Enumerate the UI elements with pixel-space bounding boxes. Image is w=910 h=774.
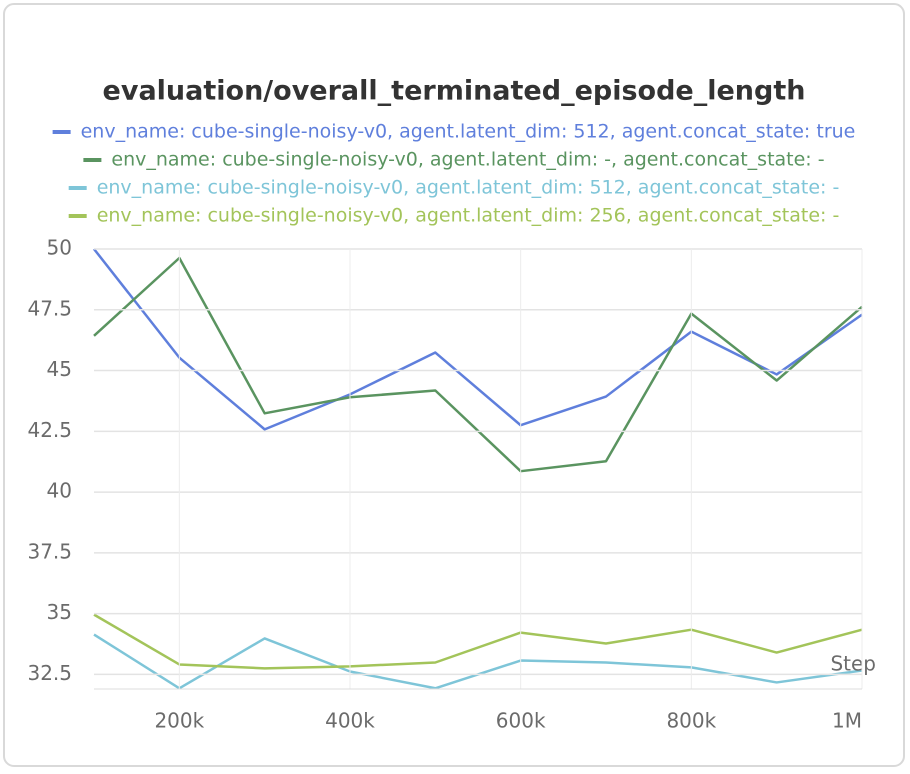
series-line bbox=[93, 248, 863, 431]
y-tick-label: 35 bbox=[47, 600, 72, 624]
legend-label: env_name: cube-single-noisy-v0, agent.la… bbox=[97, 177, 840, 199]
legend-label: env_name: cube-single-noisy-v0, agent.la… bbox=[97, 205, 840, 227]
card bbox=[3, 3, 905, 767]
x-tick-label: 600k bbox=[496, 709, 546, 733]
x-axis-label: Step bbox=[830, 652, 876, 676]
series-line bbox=[93, 613, 863, 670]
legend-label: env_name: cube-single-noisy-v0, agent.la… bbox=[111, 149, 824, 171]
x-tick-label: 800k bbox=[666, 709, 716, 733]
y-tick-label: 45 bbox=[47, 357, 72, 381]
x-tick-label: 400k bbox=[325, 709, 375, 733]
x-tick-label: 1M bbox=[832, 709, 862, 733]
y-tick-label: 32.5 bbox=[27, 661, 72, 685]
legend-label: env_name: cube-single-noisy-v0, agent.la… bbox=[81, 121, 856, 143]
y-tick-label: 40 bbox=[47, 479, 72, 503]
y-tick-label: 50 bbox=[47, 236, 72, 260]
y-tick-label: 47.5 bbox=[27, 296, 72, 320]
y-tick-label: 37.5 bbox=[27, 539, 72, 563]
x-tick-label: 200k bbox=[154, 709, 204, 733]
chart-title: evaluation/overall_terminated_episode_le… bbox=[103, 76, 806, 107]
y-tick-label: 42.5 bbox=[27, 418, 72, 442]
